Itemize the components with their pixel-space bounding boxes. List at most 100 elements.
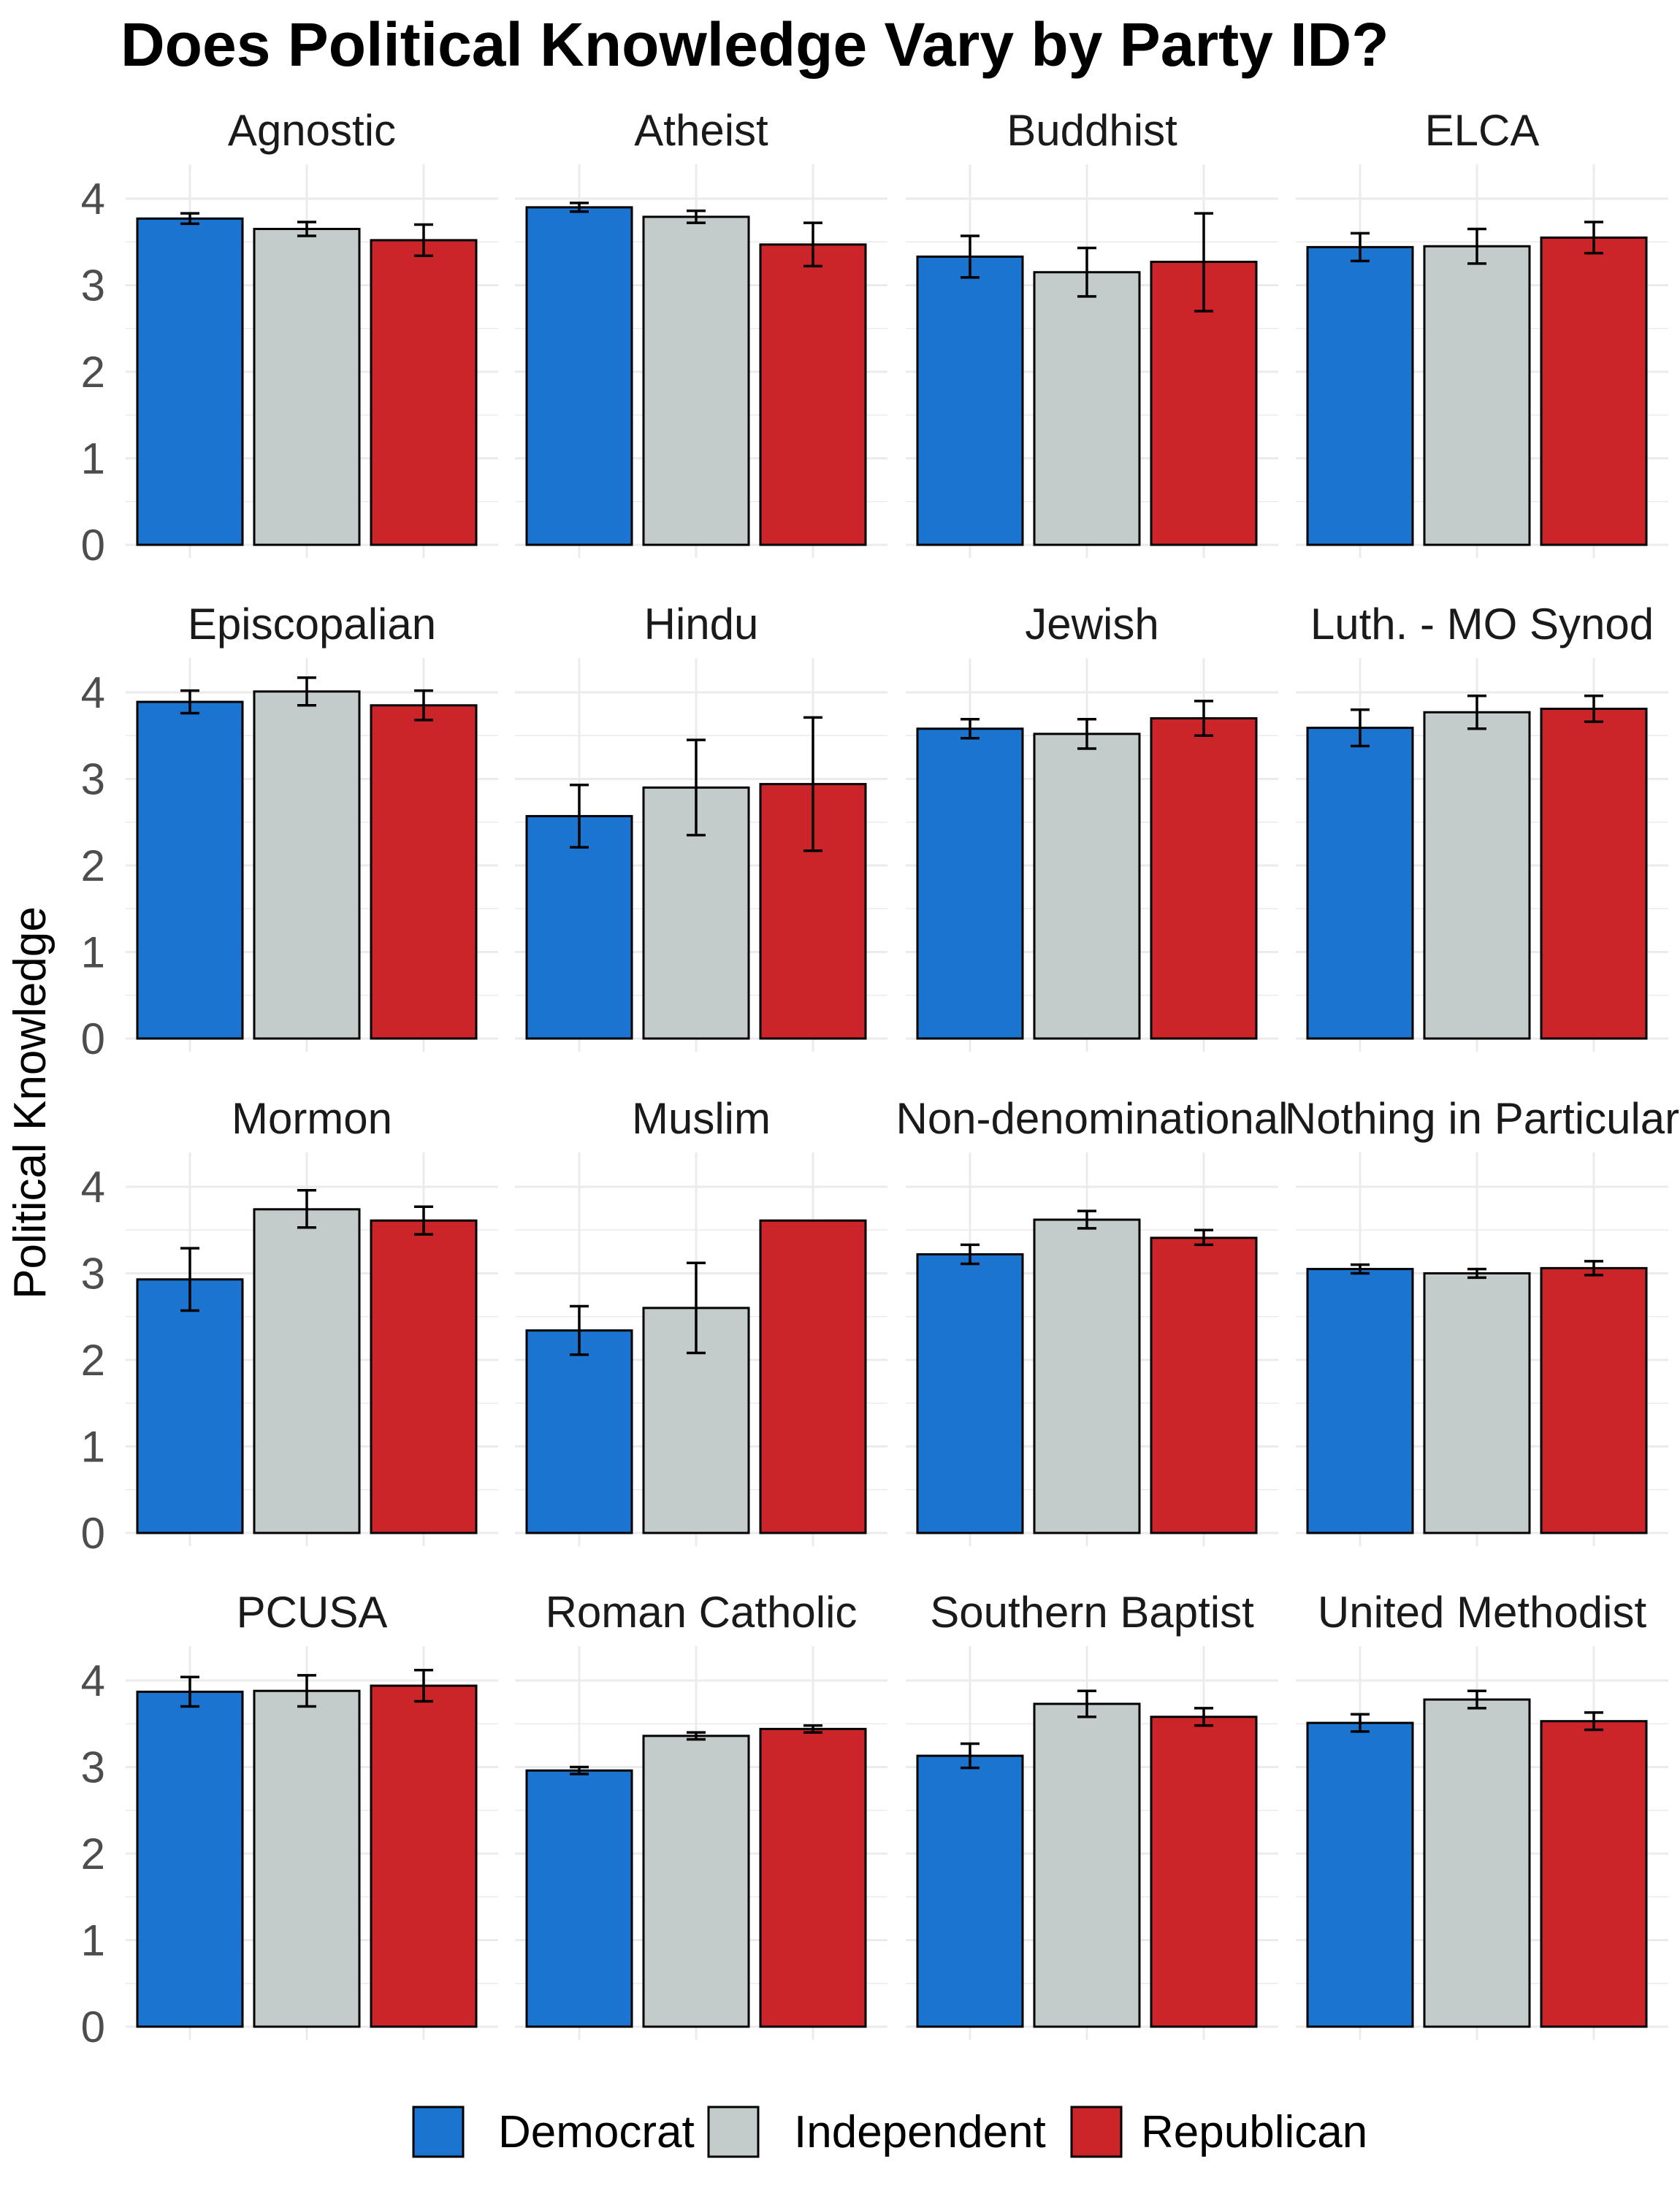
y-tick-label: 2 xyxy=(81,1336,105,1385)
facet-label: ELCA xyxy=(1425,106,1540,155)
facet-label: Luth. - MO Synod xyxy=(1310,600,1654,649)
bar-independent xyxy=(253,690,361,1040)
facet-panel: Hindu xyxy=(515,600,887,1052)
bar-republican xyxy=(1540,708,1648,1040)
facet-panel: Non-denominational xyxy=(896,1094,1288,1546)
facet-label: United Methodist xyxy=(1318,1588,1647,1637)
legend: Democrat Independent Republican xyxy=(412,2106,1367,2158)
y-tick-label: 2 xyxy=(81,1829,105,1878)
facet-panel: Southern Baptist xyxy=(906,1588,1278,2040)
bar-democrat xyxy=(136,1690,244,2028)
bar-republican xyxy=(759,243,867,546)
facet-label: Hindu xyxy=(644,600,759,649)
bar-democrat xyxy=(525,206,633,546)
bar-democrat xyxy=(136,1278,244,1534)
bar-independent xyxy=(1423,245,1531,546)
y-tick-label: 1 xyxy=(81,1916,105,1965)
bar-republican xyxy=(1540,1720,1648,2028)
facet-label: Mormon xyxy=(232,1094,392,1143)
bar-republican xyxy=(370,704,478,1040)
y-tick-label: 0 xyxy=(81,1509,105,1558)
facet-label: Muslim xyxy=(632,1094,771,1143)
y-tick-label: 4 xyxy=(81,1163,105,1212)
y-tick-label: 3 xyxy=(81,1250,105,1299)
bar-independent xyxy=(642,1735,750,2028)
y-tick-label: 1 xyxy=(81,1423,105,1472)
bar-democrat xyxy=(1306,1721,1414,2028)
bar-independent xyxy=(1033,1218,1141,1534)
bar-democrat xyxy=(1306,245,1414,546)
facet-label: Nothing in Particular xyxy=(1285,1094,1679,1143)
facet-panel: Nothing in Particular xyxy=(1285,1094,1679,1546)
legend-label-democrat: Democrat xyxy=(498,2107,695,2157)
legend-swatch-democrat xyxy=(412,2106,465,2158)
bar-republican xyxy=(370,1219,478,1534)
facet-label: Roman Catholic xyxy=(546,1588,858,1637)
facet-label: Buddhist xyxy=(1007,106,1177,155)
bar-democrat xyxy=(916,727,1024,1040)
y-tick-label: 0 xyxy=(81,521,105,570)
facet-panel: Atheist xyxy=(515,106,887,558)
bar-republican xyxy=(370,1684,478,2028)
facet-label: Non-denominational xyxy=(896,1094,1288,1143)
facet-panel: Roman Catholic xyxy=(515,1588,887,2040)
bar-republican xyxy=(759,1727,867,2028)
bar-democrat xyxy=(136,700,244,1040)
facet-label: Southern Baptist xyxy=(930,1588,1254,1637)
bar-democrat xyxy=(136,217,244,546)
bar-independent xyxy=(1423,1698,1531,2028)
facet-label: PCUSA xyxy=(237,1588,388,1637)
bar-democrat xyxy=(916,1754,1024,2028)
bar-democrat xyxy=(525,1769,633,2028)
bar-democrat xyxy=(1306,727,1414,1040)
bar-independent xyxy=(1033,1702,1141,2028)
y-tick-label: 0 xyxy=(81,1014,105,1063)
legend-label-independent: Independent xyxy=(794,2107,1046,2157)
facet-panel: Buddhist xyxy=(906,106,1278,558)
y-tick-label: 3 xyxy=(81,261,105,310)
facet-panel: ELCA xyxy=(1296,106,1668,558)
facet-label: Episcopalian xyxy=(188,600,436,649)
bar-republican xyxy=(1540,1266,1648,1534)
bar-republican xyxy=(759,1219,867,1534)
bar-independent xyxy=(253,1689,361,2028)
y-tick-label: 2 xyxy=(81,841,105,890)
bar-democrat xyxy=(525,814,633,1040)
facet-panel: PCUSA 0 1 2 3 4 xyxy=(81,1588,498,2052)
bar-independent xyxy=(1423,711,1531,1040)
facet-panel: Mormon 0 1 2 3 4 xyxy=(81,1094,498,1558)
y-tick-label: 3 xyxy=(81,1743,105,1792)
bar-independent xyxy=(253,227,361,546)
bar-democrat xyxy=(916,255,1024,546)
bar-republican xyxy=(1150,1236,1258,1534)
facet-panel: Episcopalian 0 1 2 3 4 xyxy=(81,600,498,1063)
y-tick-label: 0 xyxy=(81,2003,105,2052)
bar-independent xyxy=(1423,1272,1531,1534)
facet-panel: United Methodist xyxy=(1296,1588,1668,2040)
y-tick-label: 1 xyxy=(81,928,105,977)
bar-democrat xyxy=(916,1253,1024,1534)
y-tick-label: 4 xyxy=(81,1656,105,1705)
bar-democrat xyxy=(525,1329,633,1534)
facet-panel: Luth. - MO Synod xyxy=(1296,600,1668,1052)
facet-label: Jewish xyxy=(1025,600,1158,649)
bar-republican xyxy=(1540,236,1648,546)
legend-swatch-republican xyxy=(1070,2106,1123,2158)
bar-republican xyxy=(1150,1716,1258,2028)
facet-panel: Jewish xyxy=(906,600,1278,1052)
bar-republican xyxy=(370,239,478,546)
facet-label: Agnostic xyxy=(228,106,396,155)
bar-independent xyxy=(642,215,750,546)
facet-label: Atheist xyxy=(634,106,768,155)
legend-swatch-independent xyxy=(707,2106,760,2158)
y-tick-label: 1 xyxy=(81,435,105,483)
facet-panel: Muslim xyxy=(515,1094,887,1546)
y-axis-label: Political Knowledge xyxy=(5,906,56,1299)
facet-panels: Agnostic 0 1 2 3 4 Atheist Buddhist ELCA Episcopa… xyxy=(81,106,1680,2052)
chart-title: Does Political Knowledge Vary by Party I… xyxy=(121,10,1389,79)
bar-republican xyxy=(1150,717,1258,1040)
y-tick-label: 4 xyxy=(81,668,105,717)
bar-democrat xyxy=(1306,1268,1414,1534)
